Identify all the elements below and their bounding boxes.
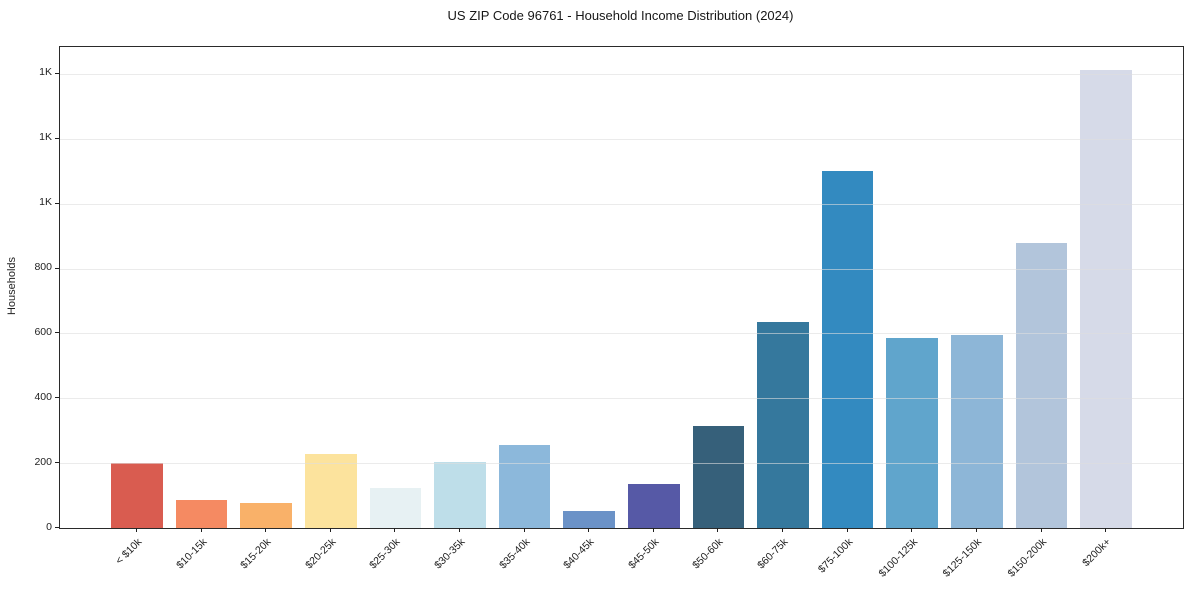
bar (1015, 243, 1068, 528)
x-tick-mark (135, 528, 137, 532)
bar (951, 335, 1003, 528)
bar (369, 488, 422, 528)
y-tick-label: 1K (39, 131, 52, 144)
x-tick-label: < $10k (113, 536, 145, 567)
gridline (60, 73, 1183, 75)
x-tick-mark (1105, 528, 1107, 532)
chart-title: US ZIP Code 96761 - Household Income Dis… (447, 8, 794, 23)
x-tick-mark (588, 528, 590, 532)
x-tick-label: $60-75k (755, 536, 791, 572)
x-tick-label: $30-35k (432, 536, 468, 572)
x-tick-mark (329, 528, 331, 532)
bar (240, 503, 292, 528)
x-tick-label: $35-40k (496, 536, 533, 572)
y-tick-mark (55, 332, 59, 334)
x-tick-label: $25-30k (367, 536, 403, 572)
bar (434, 461, 486, 528)
x-tick-label: $15-20k (238, 536, 274, 572)
y-tick-mark (55, 462, 59, 464)
gridline (60, 333, 1183, 335)
x-tick-label: $40-45k (561, 536, 597, 572)
y-tick-mark (55, 267, 59, 269)
y-tick-mark (55, 397, 59, 399)
gridline (60, 398, 1183, 400)
x-tick-mark (782, 528, 783, 532)
plot-area (59, 46, 1184, 529)
bar (886, 337, 939, 528)
x-tick-label: $200k+ (1080, 536, 1114, 570)
y-tick-mark (55, 137, 59, 139)
x-tick-mark (1040, 528, 1042, 532)
gridline (60, 268, 1183, 270)
bar (757, 322, 809, 528)
x-tick-mark (265, 528, 267, 532)
x-tick-label: $45-50k (625, 536, 662, 572)
bar (111, 462, 163, 528)
x-tick-label: $100-125k (876, 536, 920, 580)
y-tick-label: 1K (39, 66, 52, 79)
x-tick-label: $50-60k (690, 536, 726, 572)
x-tick-mark (394, 528, 396, 532)
y-tick-label: 800 (34, 261, 52, 273)
x-tick-mark (975, 528, 977, 532)
bar (692, 426, 745, 528)
y-tick-label: 400 (34, 390, 52, 403)
x-tick-mark (846, 528, 848, 532)
bar (175, 499, 228, 528)
bar (628, 483, 680, 528)
y-axis-label: Households (6, 256, 18, 316)
y-tick-mark (55, 72, 59, 74)
gridline (60, 203, 1183, 205)
bar (304, 453, 357, 528)
x-tick-label: $75-100k (815, 536, 856, 576)
y-tick-mark (55, 527, 59, 528)
bar (563, 511, 615, 528)
y-tick-label: 0 (46, 520, 52, 533)
bar (821, 170, 874, 528)
bar (1080, 70, 1132, 528)
x-tick-mark (717, 528, 719, 532)
y-tick-label: 1K (39, 196, 52, 209)
x-tick-mark (200, 528, 202, 532)
y-tick-label: 600 (34, 325, 52, 338)
x-tick-label: $125-150k (940, 536, 985, 580)
x-tick-label: $150-200k (1005, 536, 1049, 580)
x-tick-mark (459, 528, 460, 532)
y-tick-mark (55, 202, 59, 204)
x-tick-label: $20-25k (302, 536, 339, 572)
x-tick-mark (523, 528, 525, 532)
gridline (60, 138, 1183, 140)
bar (498, 445, 551, 528)
x-tick-mark (652, 528, 654, 532)
gridline (60, 463, 1183, 465)
x-tick-mark (911, 528, 913, 532)
y-tick-label: 200 (34, 455, 52, 468)
x-tick-label: $10-15k (173, 536, 209, 572)
